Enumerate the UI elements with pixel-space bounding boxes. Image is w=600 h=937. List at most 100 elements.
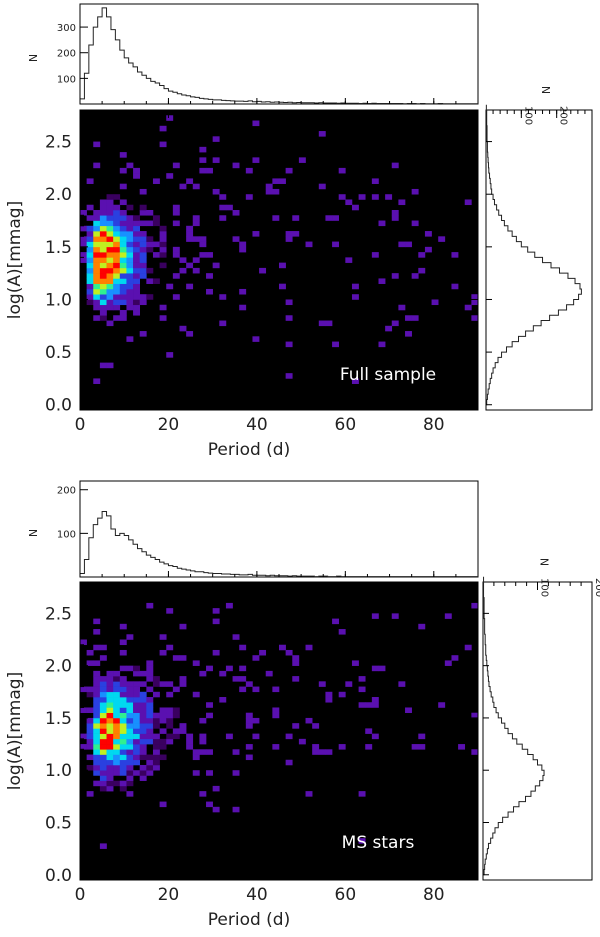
heatmap-cell <box>126 246 134 253</box>
heatmap-cell <box>99 655 107 661</box>
heatmap-cell <box>99 215 107 221</box>
heatmap-cell <box>332 215 339 221</box>
top-histogram-line <box>79 7 478 105</box>
heatmap-cell <box>279 178 286 184</box>
heatmap-cell <box>126 665 134 672</box>
top-hist-y-tick-label: 200 <box>57 49 76 60</box>
heatmap-cell <box>113 702 121 708</box>
x-tick-label: 60 <box>335 885 357 905</box>
heatmap-cell <box>418 744 426 750</box>
heatmap-cell <box>206 252 213 258</box>
heatmap-cell <box>133 733 140 740</box>
heatmap-cells <box>80 115 479 384</box>
heatmap-cell <box>424 231 432 237</box>
heatmap-cell <box>172 162 180 169</box>
heatmap-cell <box>93 283 101 290</box>
heatmap-cell <box>93 267 101 274</box>
heatmap-cell <box>378 220 386 227</box>
heatmap-cell <box>199 252 207 258</box>
heatmap-cell <box>279 262 286 269</box>
heatmap-cell <box>80 707 87 714</box>
heatmap-cell <box>126 733 134 740</box>
heatmap-cell <box>358 686 366 693</box>
heatmap-cell <box>371 697 379 703</box>
heatmap-cell <box>192 749 200 755</box>
heatmap-cell <box>285 236 293 242</box>
heatmap-cell <box>239 644 247 651</box>
heatmap-cell <box>159 717 167 724</box>
heatmap-cell <box>99 257 107 263</box>
heatmap-cell <box>80 686 87 693</box>
heatmap-cell <box>119 754 127 761</box>
heatmap-cell <box>139 681 147 687</box>
heatmap-cell <box>99 241 107 248</box>
heatmap-cell <box>119 315 127 321</box>
heatmap-cell <box>99 723 107 729</box>
heatmap-cell <box>93 241 101 248</box>
heatmap-cell <box>119 649 127 656</box>
heatmap-cell <box>159 231 167 237</box>
heatmap-cell <box>345 199 353 206</box>
heatmap-cell <box>192 754 200 761</box>
heatmap-cell <box>113 749 121 755</box>
heatmap-cell <box>411 273 419 279</box>
heatmap-cell <box>471 749 479 755</box>
heatmap-cell <box>318 320 326 327</box>
heatmap-cell <box>86 723 94 729</box>
heatmap-cell <box>113 257 121 263</box>
heatmap-cell <box>106 670 114 677</box>
heatmap-cell <box>106 728 114 734</box>
heatmap-cell <box>225 602 233 609</box>
heatmap-cell <box>332 241 339 248</box>
heatmap-cell <box>192 770 200 776</box>
heatmap-cell <box>126 257 134 263</box>
heatmap-cell <box>279 283 286 290</box>
heatmap-cell <box>159 707 167 714</box>
heatmap-cell <box>133 310 140 316</box>
heatmap-cell <box>119 759 127 766</box>
heatmap-cell <box>99 702 107 708</box>
heatmap-cell <box>152 252 160 258</box>
heatmap-cell <box>139 267 147 274</box>
heatmap-cell <box>351 378 359 384</box>
heatmap-cell <box>232 210 240 216</box>
heatmap-cell <box>99 759 107 766</box>
heatmap-cell <box>371 194 379 200</box>
heatmap-cell <box>133 288 140 295</box>
heatmap-cell <box>86 717 94 724</box>
heatmap-cell <box>86 246 94 253</box>
heatmap-cell <box>119 728 127 734</box>
heatmap-cell <box>146 294 154 300</box>
heatmap-cell <box>113 288 121 295</box>
heatmap-cell <box>93 738 101 745</box>
heatmap-cell <box>232 806 240 813</box>
heatmap-cell <box>106 723 114 729</box>
heatmap-cell <box>99 310 107 316</box>
heatmap-cell <box>99 299 107 306</box>
heatmap-cell <box>86 273 94 279</box>
heatmap-cell <box>99 199 107 206</box>
heatmap-cell <box>119 770 127 776</box>
heatmap-cell <box>285 733 293 740</box>
heatmap-cell <box>119 267 127 274</box>
heatmap-cell <box>106 236 114 242</box>
heatmap-cell <box>245 167 253 174</box>
heatmap-cell <box>126 283 134 290</box>
heatmap-cell <box>192 660 200 666</box>
heatmap-cell <box>113 252 121 258</box>
heatmap-cell <box>113 764 121 771</box>
heatmap-cell <box>106 304 114 311</box>
heatmap-cell <box>378 278 386 284</box>
heatmap-cell <box>86 204 94 211</box>
y-tick-label: 0.0 <box>45 866 72 886</box>
heatmap-cell <box>126 764 134 771</box>
heatmap-cell <box>152 759 160 766</box>
heatmap-cell <box>86 288 94 295</box>
heatmap-cell <box>391 613 399 619</box>
heatmap-cell <box>225 204 233 211</box>
heatmap-cell <box>172 252 180 258</box>
heatmap-cell <box>451 283 459 290</box>
heatmap-cell <box>152 712 160 719</box>
heatmap-cell <box>206 167 213 174</box>
